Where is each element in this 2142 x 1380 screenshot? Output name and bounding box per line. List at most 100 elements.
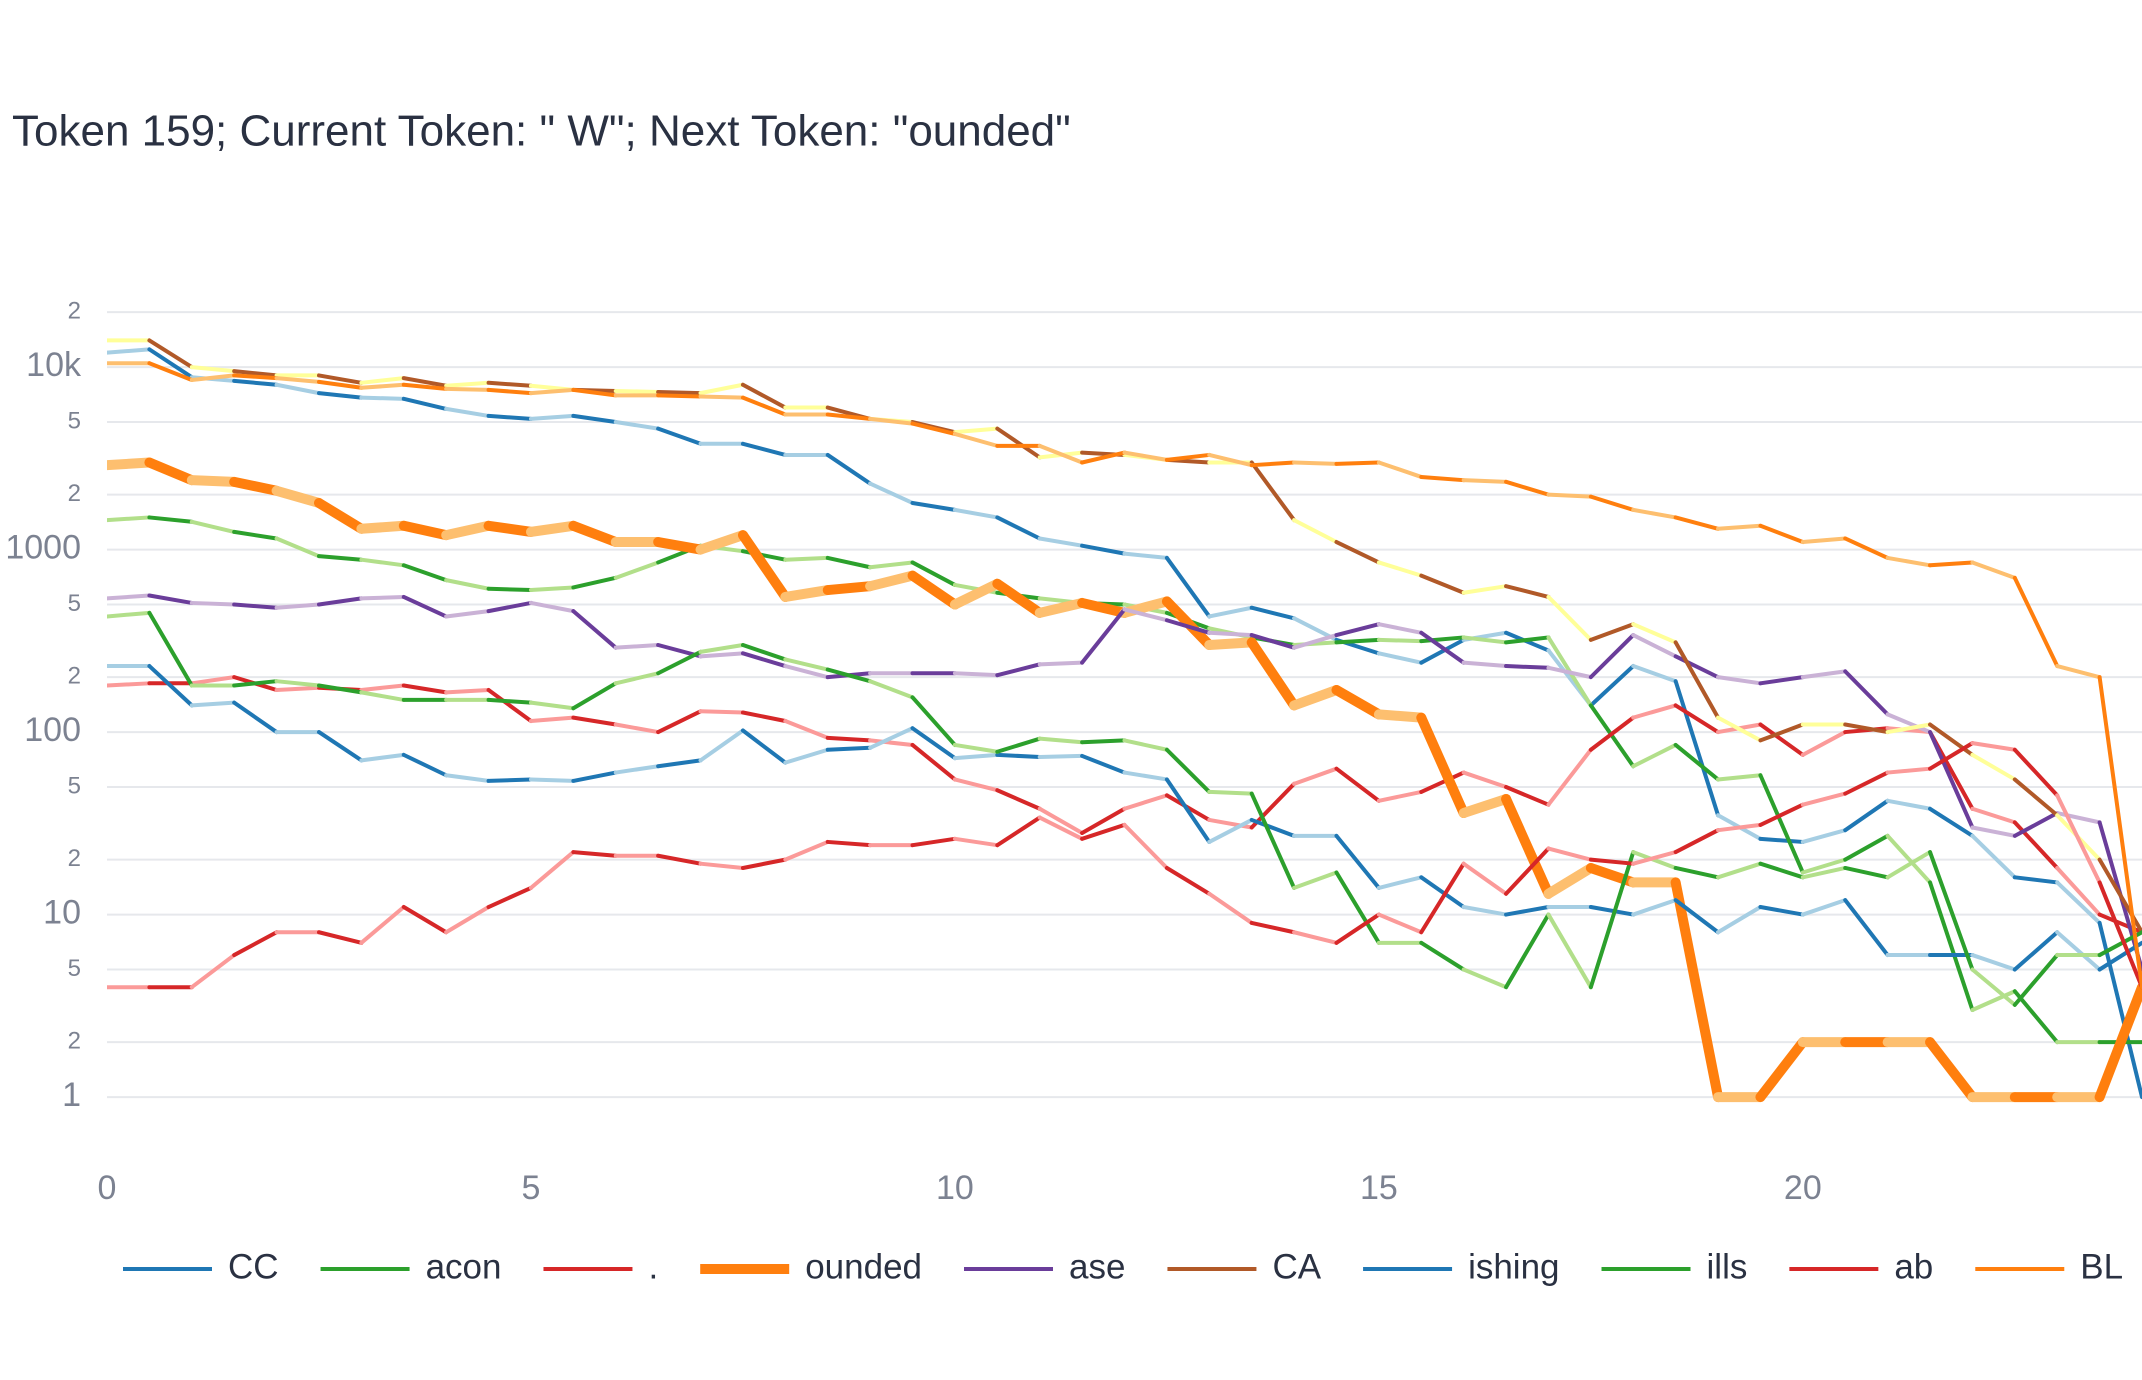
line-segment (571, 413, 618, 425)
line-segment (1376, 875, 1424, 890)
line-segment (232, 700, 279, 735)
line-segment (571, 715, 618, 727)
y-tick-label: 5 (68, 590, 81, 617)
line-segment (401, 905, 449, 935)
y-tick-label: 2 (68, 297, 81, 324)
line-segment (401, 594, 449, 619)
line-segment (571, 575, 618, 590)
line-segment (868, 726, 915, 750)
line-segment (571, 850, 618, 858)
line-segment (1800, 857, 1848, 875)
y-tick-label: 2 (68, 480, 81, 507)
line-segment (316, 596, 364, 607)
line-segment (1461, 905, 1509, 917)
line-segment (528, 777, 576, 783)
line-segment (144, 457, 197, 486)
line-segment (952, 431, 1000, 448)
line-segment (1207, 605, 1254, 619)
line-segment (698, 382, 745, 396)
line-segment (571, 681, 618, 711)
line-segment (1588, 715, 1636, 752)
line-segment (1546, 594, 1593, 642)
line-segment (1246, 637, 1300, 711)
line-segment (995, 752, 1042, 760)
line-segment (698, 651, 745, 659)
line-segment (1843, 898, 1890, 958)
y-tick-label: 1000 (5, 529, 81, 567)
line-segment (486, 600, 533, 614)
line-segment (1034, 597, 1088, 618)
line-segment (1334, 766, 1381, 803)
line-segment (740, 728, 788, 765)
line-segment (995, 736, 1042, 754)
line-segment (2055, 793, 2102, 885)
line-segment (825, 745, 873, 752)
line-segment (568, 520, 621, 548)
line-segment (952, 671, 1000, 678)
line-segment (783, 555, 830, 562)
line-segment (910, 836, 957, 848)
line-segment (1249, 817, 1297, 838)
chart-title: Token 159; Current Token: " W"; Next Tok… (12, 107, 1071, 156)
line-segment (1673, 865, 1721, 880)
line-segment (2012, 953, 2060, 1007)
line-segment (1292, 518, 1339, 545)
line-segment (1631, 664, 1678, 684)
line-segment (695, 530, 748, 555)
line-segment (1458, 793, 1512, 819)
line-segment (528, 585, 576, 593)
x-tick-label: 0 (98, 1169, 117, 1207)
line-segment (274, 376, 321, 384)
line-segment (107, 610, 152, 619)
line-segment (825, 555, 873, 570)
line-segment (1419, 474, 1466, 483)
line-segment (1928, 560, 1975, 568)
line-segment (1376, 789, 1424, 803)
line-segment (1800, 828, 1848, 844)
line-segment (740, 651, 788, 669)
line-segment (949, 578, 1003, 610)
line-segment (1080, 753, 1127, 775)
line-segment (1716, 675, 1763, 686)
line-segment (232, 369, 279, 378)
line-segment (1800, 669, 1848, 680)
line-segment (740, 395, 788, 417)
line-segment (401, 382, 449, 391)
line-segment (271, 485, 324, 508)
line-segment (1334, 637, 1381, 645)
line-segment (401, 376, 449, 388)
line-segment (316, 373, 364, 385)
line-segment (952, 742, 1000, 754)
line-segment (401, 563, 449, 583)
line-segment (1249, 633, 1297, 650)
line-segment (698, 709, 745, 715)
line-segment (571, 770, 618, 783)
line-segment (1800, 898, 1848, 917)
line-segment (1461, 770, 1509, 790)
line-segment (1161, 596, 1215, 650)
line-segment (656, 709, 703, 735)
line-segment (2012, 575, 2060, 669)
line-segment (1543, 862, 1596, 899)
line-segment (613, 560, 661, 580)
line-segment (401, 752, 449, 778)
line-segment (1376, 460, 1424, 479)
line-segment (740, 710, 788, 723)
line-segment (910, 500, 957, 512)
line-segment (2012, 811, 2060, 838)
plot-area (107, 338, 2142, 1103)
line-segment (1758, 523, 1805, 545)
line-segment (441, 520, 494, 541)
line-segment (444, 386, 491, 392)
line-segment (1755, 1037, 1808, 1103)
line-segment (740, 382, 788, 410)
line-segment (1037, 806, 1085, 835)
line-segment (1164, 555, 1212, 619)
line-segment (656, 393, 703, 399)
line-segment (483, 520, 536, 537)
line-segment (613, 388, 661, 395)
line-segment (2012, 989, 2060, 1045)
line-segment (107, 593, 152, 601)
line-segment (107, 457, 155, 471)
line-segment (868, 560, 915, 570)
